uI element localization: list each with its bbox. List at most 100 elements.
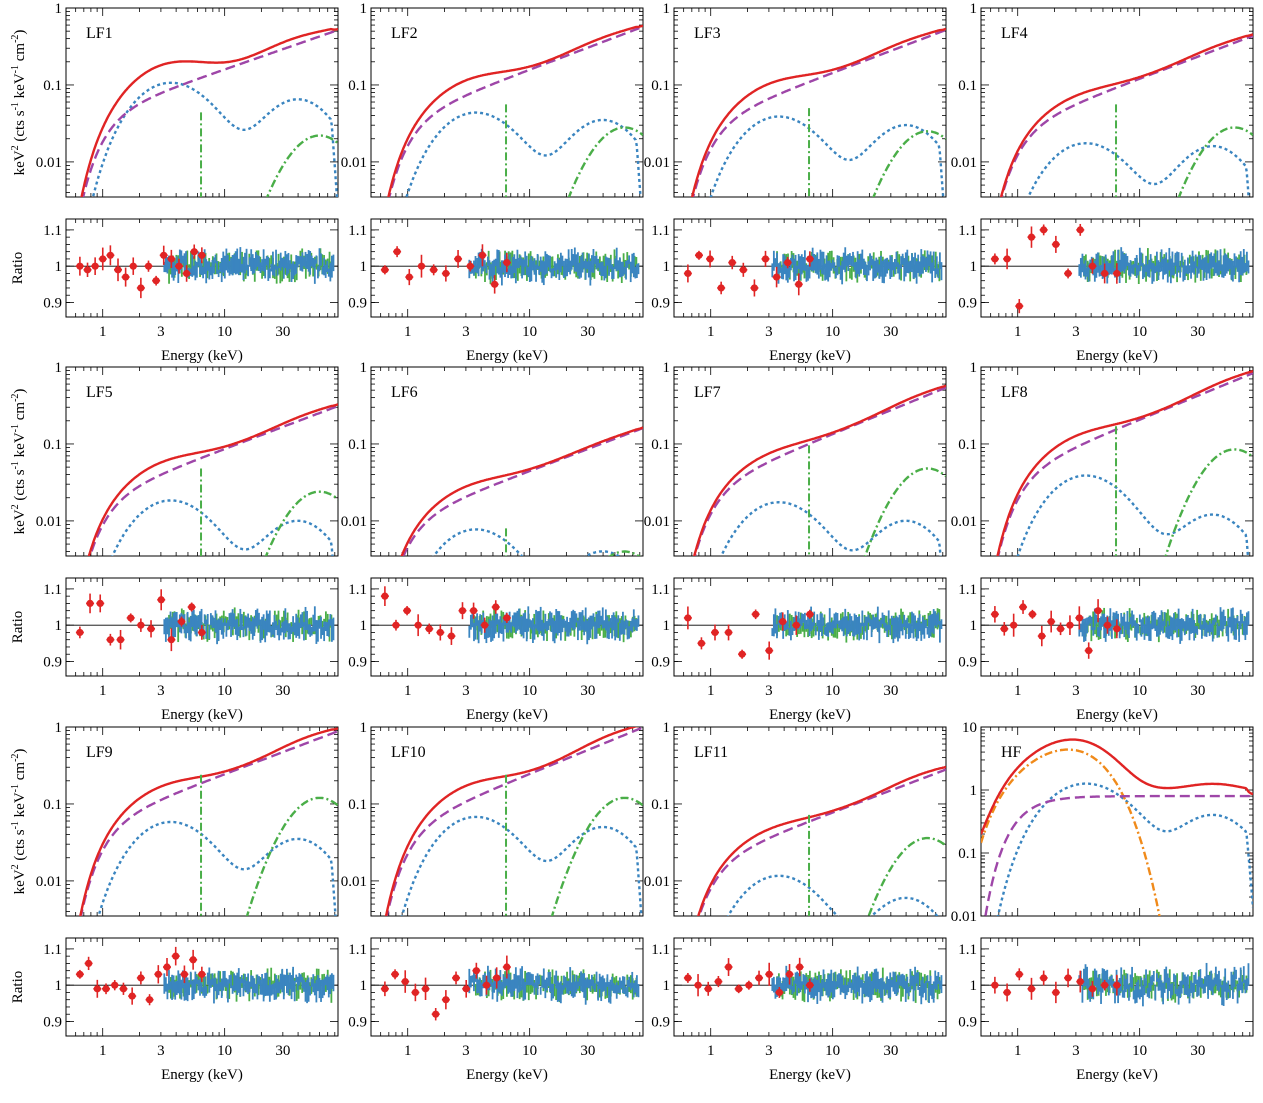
red-ratio-point	[991, 981, 999, 989]
blue-component-curve	[996, 782, 1253, 916]
powerlaw-component-curve	[388, 25, 643, 197]
red-ratio-point	[684, 974, 692, 982]
ratio-tick-label: 0.9	[651, 654, 670, 670]
y-tick-label: 0.01	[341, 514, 367, 530]
ratio-axis-label: Ratio	[10, 252, 26, 285]
red-ratio-point	[1027, 985, 1036, 993]
y-axis-label: keV2 (cts s-1 keV-1 cm-2)	[10, 30, 28, 176]
red-ratio-point	[1085, 646, 1093, 655]
red-ratio-point	[198, 251, 206, 259]
model-curves	[999, 33, 1253, 197]
y-tick-label: 1	[360, 720, 368, 736]
red-ratio-point	[447, 632, 456, 640]
x-tick-label: 3	[157, 1043, 165, 1059]
red-ratio-point	[1019, 603, 1027, 611]
model-curves	[400, 426, 643, 556]
red-ratio-point	[481, 621, 489, 629]
green-component-curve	[245, 796, 338, 916]
red-ratio-point	[1066, 621, 1074, 629]
orange-component-curve	[981, 748, 1161, 916]
x-axis-label: Energy (keV)	[161, 1067, 243, 1083]
ratio-frame	[673, 218, 947, 318]
red-ratio-point	[381, 266, 389, 274]
red-ratio-point	[1113, 269, 1121, 278]
x-tick-label: 1	[1014, 324, 1022, 340]
y-tick-label: 0.1	[348, 78, 367, 94]
x-tick-label: 30	[1190, 683, 1205, 699]
red-ratio-point	[1027, 233, 1036, 241]
x-tick-label: 3	[1072, 683, 1080, 699]
y-tick-label: 0.01	[644, 874, 670, 890]
x-tick-label: 30	[275, 324, 290, 340]
red-ratio-point	[106, 251, 114, 259]
red-ratio-point	[167, 255, 175, 263]
ratio-tick-label: 0.9	[651, 1014, 670, 1030]
y-axis-label-part: keV	[12, 792, 28, 821]
panel-label: LF11	[694, 744, 728, 761]
x-tick-label: 1	[1014, 1043, 1022, 1059]
red-ratio-point	[137, 284, 145, 292]
powerlaw-component-curve	[693, 386, 946, 556]
red-ratio-point	[129, 262, 137, 270]
y-tick-label: 0.01	[36, 514, 62, 530]
powerlaw-component-curve	[385, 727, 643, 916]
red-ratio-point	[85, 959, 93, 968]
x-tick-label: 3	[462, 1043, 470, 1059]
x-tick-label: 10	[522, 1043, 537, 1059]
red-ratio-point	[93, 985, 101, 993]
y-axis-label-part: cm	[12, 762, 28, 784]
y-axis-label: keV2 (cts s-1 keV-1 cm-2)	[10, 749, 28, 895]
ratio-points	[75, 244, 335, 299]
main-plot-frame	[980, 726, 1254, 917]
ratio-tick-label: 1	[663, 259, 671, 275]
y-tick-label: 1	[663, 720, 671, 736]
model-curves	[87, 403, 338, 556]
ratio-points	[990, 223, 1250, 314]
blue-component-curve	[1016, 474, 1250, 556]
model-curves	[384, 727, 643, 916]
ratio-tick-label: 0.9	[651, 295, 670, 311]
red-ratio-point	[482, 981, 491, 989]
red-ratio-point	[772, 273, 781, 281]
panel-label: LF4	[1001, 25, 1028, 42]
total-model-curve	[697, 765, 946, 916]
main-plot-frame	[65, 726, 339, 917]
red-ratio-point	[761, 255, 770, 263]
red-ratio-point	[493, 974, 501, 982]
x-tick-label: 10	[825, 1043, 840, 1059]
y-axis-label-part: -1	[10, 461, 21, 469]
panel-hf: 10 1 0.1 0.01 HF 1.1 1 0.9 1 3 10 30 Energy (keV)	[951, 720, 1254, 1083]
x-tick-label: 10	[825, 683, 840, 699]
red-ratio-point	[684, 614, 692, 622]
red-ratio-point	[137, 621, 145, 629]
red-ratio-point	[1056, 625, 1065, 633]
red-ratio-point	[1040, 974, 1048, 982]
ratio-tick-label: 1	[55, 978, 63, 994]
x-tick-label: 3	[462, 683, 470, 699]
y-axis-label-part: )	[12, 30, 28, 35]
red-ratio-point	[452, 974, 460, 982]
red-ratio-point	[144, 262, 153, 270]
y-axis-label-part: cm	[12, 43, 28, 65]
panel-label: HF	[1001, 744, 1022, 761]
red-ratio-point	[1000, 625, 1008, 633]
x-tick-label: 10	[1132, 1043, 1147, 1059]
red-ratio-point	[1047, 617, 1055, 626]
red-ratio-point	[119, 985, 128, 993]
y-tick-label: 0.1	[651, 797, 670, 813]
green-component-curve	[550, 796, 643, 916]
panel-label: LF10	[391, 744, 426, 761]
red-ratio-point	[1064, 974, 1072, 982]
red-ratio-point	[414, 621, 422, 629]
ratio-tick-label: 1	[970, 978, 978, 994]
x-tick-label: 3	[1072, 324, 1080, 340]
x-tick-label: 1	[707, 683, 715, 699]
green-component-curve	[608, 550, 641, 556]
powerlaw-component-curve	[402, 426, 643, 556]
red-ratio-point	[411, 988, 419, 997]
red-ratio-point	[122, 273, 130, 281]
x-tick-label: 10	[825, 324, 840, 340]
red-ratio-point	[183, 269, 191, 278]
